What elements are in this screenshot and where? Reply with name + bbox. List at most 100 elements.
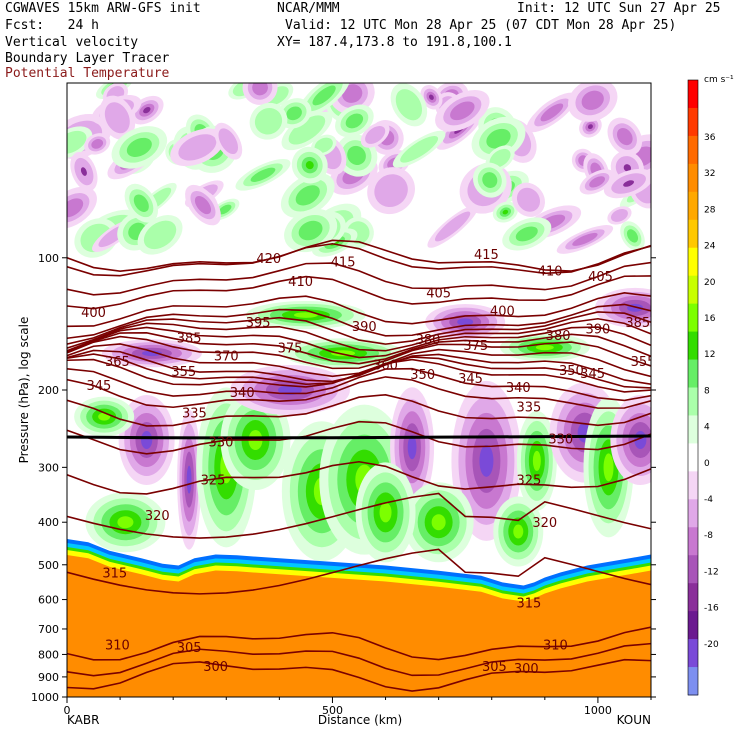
- colorbar-level-label: 16: [704, 314, 716, 324]
- left-station-label: KABR: [67, 713, 99, 727]
- y-tick-label: 400: [38, 516, 59, 529]
- theta-contour-label: 380: [416, 333, 441, 348]
- colorbar-swatch: [688, 219, 698, 249]
- colorbar-swatch: [688, 163, 698, 193]
- theta-contour-label: 405: [588, 270, 613, 285]
- updraft-cell: [335, 104, 374, 138]
- y-tick-label: 700: [38, 623, 59, 636]
- theta-contour-label: 350: [410, 368, 435, 383]
- downdraft-cell: [84, 133, 111, 155]
- theta-contour-label: 345: [86, 379, 111, 394]
- downdraft-cell: [70, 152, 98, 192]
- theta-contour-415: [67, 242, 651, 277]
- theta-contour-330: [67, 420, 651, 455]
- theta-contour-label: 400: [490, 305, 515, 320]
- updraft-cell: [355, 462, 416, 563]
- theta-contour-label: 305: [482, 660, 507, 675]
- theta-contour-335: [67, 393, 651, 427]
- colorbar-swatch: [688, 583, 698, 612]
- theta-contour-315: [67, 548, 651, 595]
- theta-contour-label: 335: [182, 406, 207, 421]
- y-tick-label: 1000: [31, 691, 59, 704]
- downdraft-cell: [427, 205, 478, 248]
- theta-contour-320: [67, 492, 651, 539]
- downdraft-cell: [214, 122, 243, 160]
- theta-contour-label: 340: [230, 386, 255, 401]
- y-tick-label: 500: [38, 559, 59, 572]
- theta-contour-label: 315: [516, 597, 541, 612]
- theta-contour-385: [67, 317, 651, 352]
- colorbar-level-label: -8: [704, 531, 713, 541]
- theta-contour-label: 360: [373, 359, 398, 374]
- downdraft-cell: [367, 167, 415, 215]
- downdraft-cell: [556, 225, 614, 254]
- theta-contour-label: 320: [145, 509, 170, 524]
- colorbar-swatch: [688, 247, 698, 277]
- colorbar-swatch: [688, 107, 698, 137]
- downdraft-cell: [67, 186, 97, 229]
- colorbar-swatch: [688, 471, 698, 500]
- colorbar-swatch: [688, 499, 698, 528]
- theta-contour-350: [67, 358, 651, 393]
- colorbar-level-label: 0: [704, 459, 710, 469]
- y-tick-label: 100: [38, 252, 59, 265]
- theta-contour-label: 410: [538, 265, 563, 280]
- colorbar-units: cm s⁻¹: [704, 75, 734, 85]
- updraft-cell: [67, 126, 93, 159]
- theta-contour-label: 375: [278, 341, 303, 356]
- theta-contour-label: 345: [580, 367, 605, 382]
- contour-labels: 420 415 415 410 410 405 405 400 400 395 390 390 385 3…: [81, 248, 656, 677]
- colorbar-swatch: [688, 555, 698, 584]
- updraft-cell: [493, 496, 544, 567]
- theta-contour-395: [67, 303, 651, 340]
- theta-contour-label: 410: [288, 275, 313, 290]
- updraft-cell: [620, 221, 645, 251]
- center-label: NCAR/MMM: [277, 1, 340, 16]
- colorbar-swatch: [688, 80, 698, 109]
- thick-isentrope-line: [67, 434, 651, 440]
- downdraft-cell: [99, 95, 136, 140]
- field-label-potential-temperature: Potential Temperature: [5, 66, 170, 81]
- colorbar-level-label: 24: [704, 242, 716, 252]
- updraft-cell: [492, 201, 518, 223]
- theta-contour-label: 415: [331, 256, 356, 271]
- downdraft-cell: [579, 169, 615, 195]
- field-label-vertical-velocity: Vertical velocity: [5, 35, 139, 50]
- model-title: CGWAVES 15km ARW-GFS init: [5, 1, 201, 16]
- theta-contour-400: [67, 292, 651, 328]
- y-axis-title: Pressure (hPa), log scale: [17, 317, 31, 464]
- updraft-cell: [249, 102, 288, 140]
- downdraft-cell: [603, 168, 651, 199]
- y-tick-label: 600: [38, 594, 59, 607]
- theta-contour-label: 380: [546, 329, 571, 344]
- downdraft-cell: [607, 206, 632, 225]
- theta-contour-label: 375: [463, 339, 488, 354]
- theta-contour-label: 300: [514, 662, 539, 677]
- colorbar-swatch: [688, 527, 698, 556]
- theta-contour-label: 355: [631, 355, 656, 370]
- theta-contour-label: 335: [516, 400, 541, 415]
- downdraft-cell: [170, 128, 225, 167]
- potential-temperature-contours: [67, 239, 651, 692]
- plot-area: 420 415 415 410 410 405 405 400 400 395 390 390 385 3…: [67, 83, 656, 697]
- theta-contour-label: 390: [352, 320, 377, 335]
- colorbar-swatch: [688, 611, 698, 640]
- colorbar-level-label: -16: [704, 604, 719, 614]
- y-tick-label: 800: [38, 648, 59, 661]
- downdraft-cell: [435, 90, 490, 132]
- theta-contour-label: 300: [203, 660, 228, 675]
- theta-contour-label: 330: [209, 436, 234, 451]
- colorbar-level-label: -20: [704, 640, 719, 650]
- x-axis: 0 500 1000: [64, 697, 652, 717]
- downdraft-cell: [607, 117, 643, 156]
- colorbar-level-label: 4: [704, 423, 710, 433]
- updraft-cell: [473, 162, 507, 198]
- colorbar-swatch: [688, 639, 698, 668]
- theta-contour-405: [67, 275, 651, 310]
- init-time: Init: 12 UTC Sun 27 Apr 25: [517, 1, 721, 16]
- theta-contour-label: 390: [585, 323, 610, 338]
- updraft-cell: [502, 217, 552, 251]
- colorbar: 36 32 28 24 20 16 12 8 4 0 -4 -8 -12 -16 -20: [687, 79, 719, 696]
- theta-contour-345: [67, 367, 651, 402]
